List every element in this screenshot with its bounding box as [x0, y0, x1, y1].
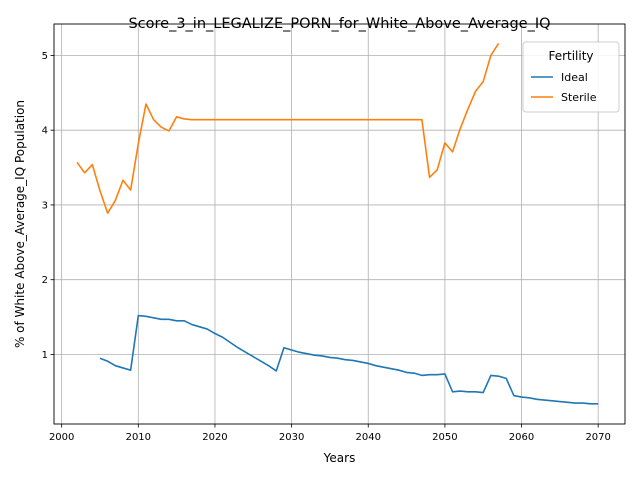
legend-title: Fertility: [548, 49, 593, 63]
x-tick-label: 2020: [202, 432, 227, 443]
y-tick-label: 2: [42, 275, 48, 286]
x-tick-label: 2040: [356, 432, 381, 443]
x-tick-label: 2010: [126, 432, 151, 443]
y-axis-label: % of White Above_Average_IQ Population: [13, 100, 27, 348]
plot-frame: [53, 23, 626, 425]
x-tick-label: 2000: [49, 432, 74, 443]
legend-label-ideal: Ideal: [561, 71, 588, 84]
legend-label-sterile: Sterile: [561, 91, 597, 104]
x-tick-label: 2070: [585, 432, 610, 443]
x-tick-label: 2050: [432, 432, 457, 443]
y-tick-label: 5: [42, 51, 48, 62]
x-tick-label: 2060: [509, 432, 534, 443]
series-line-sterile: [76, 43, 500, 214]
y-tick-label: 1: [42, 350, 48, 361]
y-tick-label: 4: [42, 126, 48, 137]
x-axis-label: Years: [323, 451, 356, 465]
legend-box: [522, 41, 620, 113]
y-tick-label: 3: [42, 200, 48, 211]
x-tick-label: 2030: [279, 432, 304, 443]
chart-title: Score_3_in_LEGALIZE_PORN_for_White_Above…: [128, 16, 550, 32]
y-axis-ticks: 1 2 3 4 5: [42, 51, 54, 361]
x-axis-ticks: 2000 2010 2020 2030 2040 2050 2060 2070: [49, 424, 611, 443]
legend-items: Ideal Sterile: [531, 71, 597, 104]
series-lines: [76, 43, 599, 405]
series-line-ideal: [99, 314, 599, 405]
legend: Fertility Ideal Sterile: [522, 41, 620, 113]
